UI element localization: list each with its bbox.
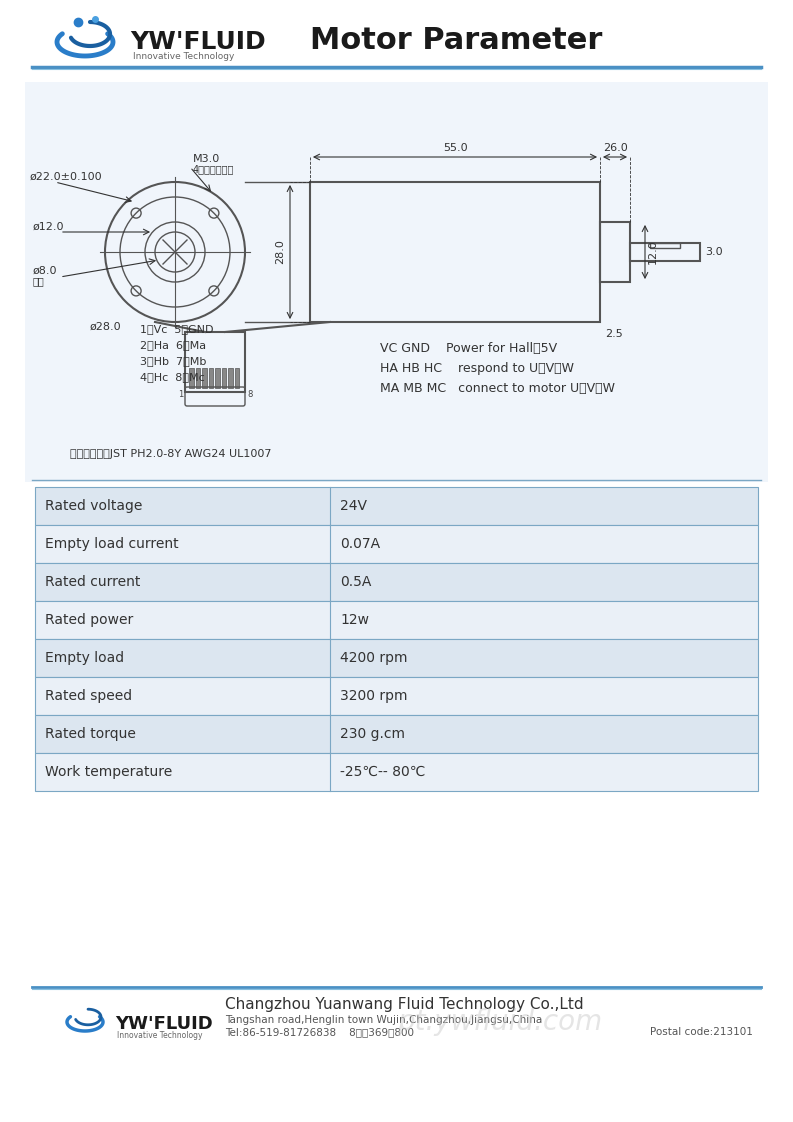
Text: 穿孔: 穿孔 [33,276,44,286]
Bar [630,243,700,261]
Text: 4200 rpm: 4200 rpm [340,651,408,665]
Text: 0.07A: 0.07A [340,537,380,551]
Bar [221,368,226,388]
Text: Innovative Technology: Innovative Technology [133,52,235,61]
Text: 3.0: 3.0 [705,247,722,257]
Text: 引出线接口：JST PH2.0-8Y AWG24 UL1007: 引出线接口：JST PH2.0-8Y AWG24 UL1007 [70,449,271,459]
Bar [35,601,758,640]
Text: Tangshan road,Henglin town Wujin,Changzhou,Jiangsu,China: Tangshan road,Henglin town Wujin,Changzh… [225,1015,542,1026]
Bar [209,368,213,388]
Text: 28.0: 28.0 [275,240,285,265]
Text: Tel:86-519-81726838    8号楼369号800: Tel:86-519-81726838 8号楼369号800 [225,1027,414,1037]
Text: Changzhou Yuanwang Fluid Technology Co.,Ltd: Changzhou Yuanwang Fluid Technology Co.,… [225,996,584,1012]
Bar [35,525,758,563]
Text: 3：Hb  7：Mb: 3：Hb 7：Mb [140,356,206,366]
Bar [35,487,758,525]
Text: M3.0: M3.0 [193,154,220,164]
Text: 2.5: 2.5 [605,329,623,339]
Text: pt.ywfluid.com: pt.ywfluid.com [397,1008,603,1036]
Bar [202,368,206,388]
Bar [35,677,758,715]
Text: 0.5A: 0.5A [340,574,371,589]
Bar [189,368,193,388]
Bar [215,368,220,388]
Bar [310,182,600,322]
Text: Empty load current: Empty load current [45,537,178,551]
Bar [185,332,245,392]
Text: Work temperature: Work temperature [45,765,172,779]
Text: Innovative Technology: Innovative Technology [117,1030,202,1039]
Text: ø28.0: ø28.0 [90,322,121,332]
Text: YW'FLUID: YW'FLUID [115,1015,213,1033]
Text: 8: 8 [247,390,252,399]
Text: Motor Parameter: Motor Parameter [310,26,603,55]
Text: ø12.0: ø12.0 [33,222,64,232]
Bar [228,368,232,388]
Text: Rated power: Rated power [45,613,133,627]
Text: 4个均布，打穿: 4个均布，打穿 [193,164,235,174]
Text: 12w: 12w [340,613,369,627]
Text: 4：Hc  8：Mc: 4：Hc 8：Mc [140,373,205,381]
Text: ø8.0: ø8.0 [33,266,58,276]
Bar [235,368,239,388]
Text: MA MB MC   connect to motor U，V，W: MA MB MC connect to motor U，V，W [380,381,615,395]
Text: Rated speed: Rated speed [45,689,132,703]
Text: 55.0: 55.0 [442,142,467,153]
Text: 24V: 24V [340,499,367,513]
FancyBboxPatch shape [25,82,768,482]
Text: Empty load: Empty load [45,651,125,665]
Text: Rated torque: Rated torque [45,727,136,741]
Text: 12.0: 12.0 [648,240,658,265]
Text: YW'FLUID: YW'FLUID [130,30,266,54]
Text: 2：Ha  6：Ma: 2：Ha 6：Ma [140,340,206,350]
Bar [35,715,758,753]
Text: VC GND    Power for Hall，5V: VC GND Power for Hall，5V [380,342,557,355]
Text: 1: 1 [178,390,183,399]
Text: Rated voltage: Rated voltage [45,499,143,513]
Text: 3200 rpm: 3200 rpm [340,689,408,703]
Text: Postal code:213101: Postal code:213101 [650,1027,753,1037]
Text: HA HB HC    respond to U，V，W: HA HB HC respond to U，V，W [380,362,574,375]
Text: 230 g.cm: 230 g.cm [340,727,405,741]
Bar [650,243,680,248]
Bar [35,640,758,677]
Text: Rated current: Rated current [45,574,140,589]
Bar [196,368,200,388]
Text: -25℃-- 80℃: -25℃-- 80℃ [340,765,425,779]
Bar [600,222,630,282]
Text: 26.0: 26.0 [603,142,627,153]
Bar [35,563,758,601]
Bar [35,753,758,791]
Text: ø22.0±0.100: ø22.0±0.100 [30,172,102,182]
Text: 1：Vc  5：GND: 1：Vc 5：GND [140,324,213,334]
